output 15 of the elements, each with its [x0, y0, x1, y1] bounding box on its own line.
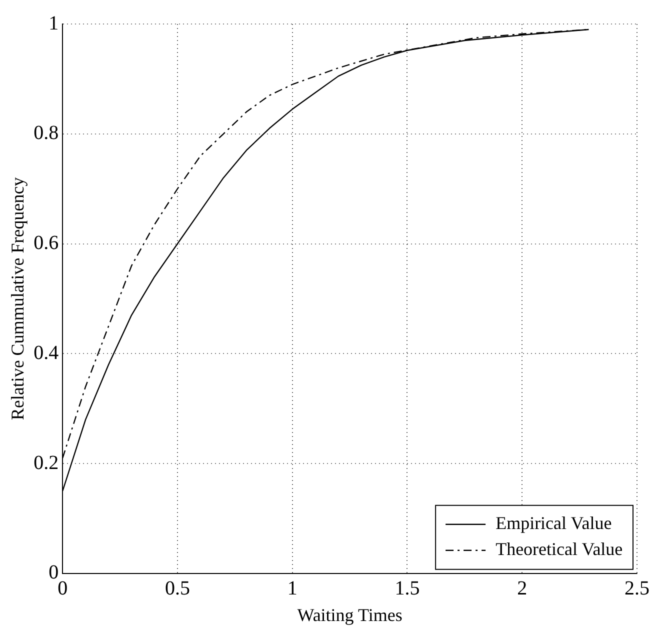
x-tick-label: 1.5: [394, 578, 420, 600]
legend-label: Theoretical Value: [496, 539, 623, 560]
legend-label: Empirical Value: [496, 513, 612, 534]
x-tick-label: 2.5: [624, 578, 650, 600]
x-tick-label: 0.5: [164, 578, 190, 600]
y-tick-label: 0.6: [34, 232, 59, 254]
x-axis-title: Waiting Times: [297, 604, 402, 625]
x-tick-label: 2: [517, 578, 528, 600]
y-tick-label: 0: [48, 562, 59, 584]
y-tick-label: 0.2: [34, 452, 59, 474]
x-tick-label: 1: [287, 578, 298, 600]
y-tick-label: 1: [48, 12, 59, 34]
y-tick-label: 0.4: [34, 342, 59, 364]
y-tick-label: 0.8: [34, 122, 59, 144]
y-axis-title: Relative Cummulative Frequency: [8, 177, 28, 420]
